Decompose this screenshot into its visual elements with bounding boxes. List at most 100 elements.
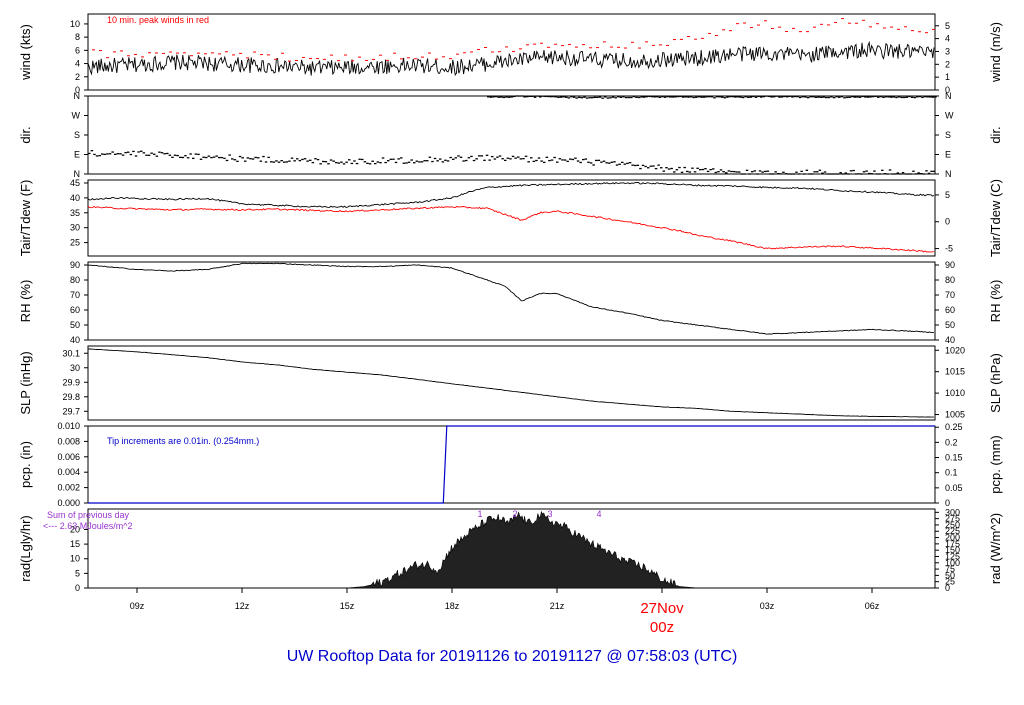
ytick-left-label: 0.002: [57, 483, 80, 493]
ytick-left-label: N: [74, 91, 81, 101]
ylabel-left-dir: dir.: [18, 126, 33, 143]
ytick-left-label: 50: [70, 320, 80, 330]
ytick-left-label: 45: [70, 178, 80, 188]
panel-frame-temp: [87, 179, 936, 257]
ytick-left-label: 2: [75, 72, 80, 82]
ylabel-left-wind: wind (kts): [18, 24, 33, 81]
wind-annotation: 10 min. peak winds in red: [107, 15, 209, 25]
ytick-right-label: 1020: [945, 345, 965, 355]
ytick-right-label: 0: [945, 583, 950, 593]
panel-frame-slp: [87, 345, 936, 421]
series-rh-0: [87, 262, 935, 335]
ytick-right-label: 275: [945, 514, 960, 524]
ytick-left-label: 0: [75, 85, 80, 95]
ytick-right-label: 1: [945, 72, 950, 82]
series-wind-speed: [87, 40, 935, 77]
series-radiation: [346, 510, 698, 589]
ytick-right-label: 250: [945, 520, 960, 530]
ytick-left-label: 0.008: [57, 436, 80, 446]
ylabel-left-pcp: pcp. (in): [18, 441, 33, 488]
ytick-left-label: 8: [75, 32, 80, 42]
ylabel-left-temp: Tair/Tdew (F): [18, 180, 33, 257]
ytick-left-label: 70: [70, 290, 80, 300]
series-slp-0: [87, 348, 934, 418]
ytick-left-label: 25: [70, 238, 80, 248]
ylabel-right-wind: wind (m/s): [988, 22, 1003, 83]
ytick-left-label: 60: [70, 305, 80, 315]
ytick-right-label: 0: [945, 498, 950, 508]
hour-mark: 4: [596, 509, 601, 519]
xtick-label: 03z: [760, 601, 775, 611]
ytick-right-label: 300: [945, 507, 960, 517]
ytick-right-label: 0: [945, 217, 950, 227]
ytick-right-label: 0: [945, 85, 950, 95]
ytick-left-label: 10: [70, 19, 80, 29]
ytick-right-label: N: [945, 169, 952, 179]
ytick-right-label: N: [945, 91, 952, 101]
ytick-right-label: 175: [945, 539, 960, 549]
ytick-left-label: N: [74, 169, 81, 179]
ytick-right-label: 225: [945, 526, 960, 536]
ytick-left-label: 10: [70, 554, 80, 564]
ytick-right-label: S: [945, 130, 951, 140]
ytick-left-label: 0.010: [57, 421, 80, 431]
ytick-right-label: 0.2: [945, 437, 958, 447]
ytick-right-label: 70: [945, 290, 955, 300]
ytick-right-label: 40: [945, 335, 955, 345]
ytick-left-label: 0.000: [57, 498, 80, 508]
ytick-right-label: 4: [945, 34, 950, 44]
ytick-left-label: 4: [75, 59, 80, 69]
hour-mark: 1: [477, 509, 482, 519]
date-label: 27Nov: [640, 600, 684, 617]
ytick-left-label: 15: [70, 539, 80, 549]
ytick-right-label: 80: [945, 275, 955, 285]
ylabel-right-dir: dir.: [988, 126, 1003, 143]
xtick-label: 06z: [865, 601, 880, 611]
ytick-left-label: 29.9: [62, 377, 80, 387]
ytick-left-label: 30: [70, 363, 80, 373]
series-temp-0: [87, 181, 935, 208]
ytick-right-label: 5: [945, 21, 950, 31]
xtick-label: 21z: [550, 601, 565, 611]
ytick-right-label: 60: [945, 305, 955, 315]
ytick-right-label: 0.25: [945, 422, 963, 432]
ytick-right-label: 75: [945, 564, 955, 574]
ytick-right-label: 1005: [945, 410, 965, 420]
ylabel-right-pcp: pcp. (mm): [988, 435, 1003, 494]
ylabel-right-rh: RH (%): [988, 280, 1003, 323]
ytick-left-label: 20: [70, 524, 80, 534]
hour-mark: 2: [512, 509, 517, 519]
ytick-left-label: 40: [70, 193, 80, 203]
date-sub-label: 00z: [650, 619, 674, 636]
ytick-right-label: 100: [945, 558, 960, 568]
ytick-left-label: 0.006: [57, 452, 80, 462]
ytick-left-label: 30: [70, 223, 80, 233]
ytick-left-label: 29.7: [62, 406, 80, 416]
ytick-right-label: 3: [945, 46, 950, 56]
xtick-label: 18z: [445, 601, 460, 611]
ytick-right-label: 1010: [945, 388, 965, 398]
ylabel-left-rad: rad(Lgly/hr): [18, 515, 33, 581]
ytick-left-label: 0.004: [57, 467, 80, 477]
ylabel-right-temp: Tair/Tdew (C): [988, 179, 1003, 257]
ytick-left-label: S: [74, 130, 80, 140]
ytick-right-label: 25: [945, 577, 955, 587]
ytick-left-label: 30.1: [62, 348, 80, 358]
ytick-left-label: W: [72, 111, 81, 121]
ytick-right-label: 125: [945, 551, 960, 561]
ytick-left-label: E: [74, 150, 80, 160]
panel-frame-rh: [87, 261, 936, 341]
ylabel-right-rad: rad (W/m^2): [988, 513, 1003, 584]
ylabel-left-rh: RH (%): [18, 280, 33, 323]
ytick-right-label: 200: [945, 533, 960, 543]
ytick-right-label: 0.05: [945, 483, 963, 493]
ytick-right-label: 1015: [945, 367, 965, 377]
ytick-right-label: 5: [945, 190, 950, 200]
series-temp-1: [87, 205, 935, 253]
ytick-right-label: W: [945, 111, 954, 121]
ytick-right-label: 50: [945, 570, 955, 580]
precip-annotation: Tip increments are 0.01in. (0.254mm.): [107, 436, 259, 446]
ytick-left-label: 6: [75, 45, 80, 55]
footer-title: UW Rooftop Data for 20191126 to 20191127…: [286, 648, 738, 665]
